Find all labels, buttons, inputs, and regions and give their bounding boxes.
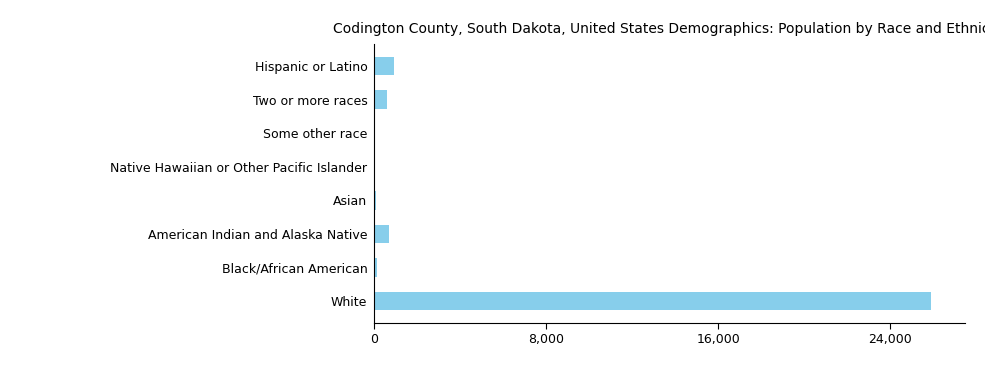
Bar [374,124,375,142]
Bar [374,225,389,243]
Bar [374,292,931,310]
Bar [374,191,376,210]
Title: Codington County, South Dakota, United States Demographics: Population by Race a: Codington County, South Dakota, United S… [333,22,985,36]
Bar [374,90,387,109]
Bar [374,57,394,75]
Bar [374,258,377,277]
